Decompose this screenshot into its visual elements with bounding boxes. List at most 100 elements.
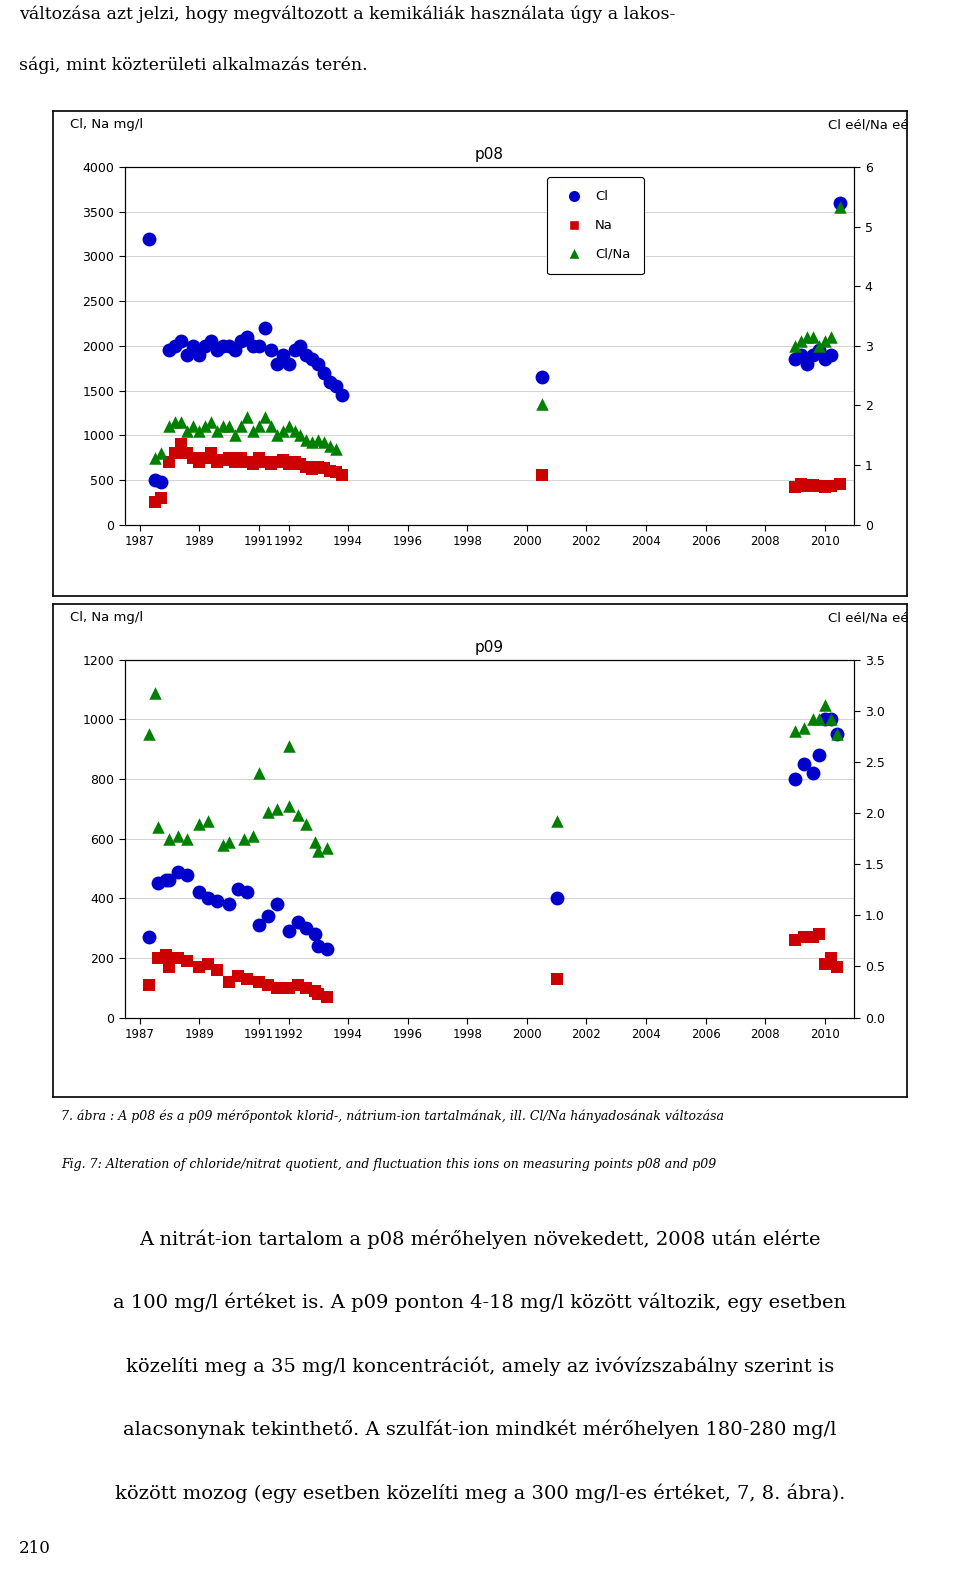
Point [147, 445, 162, 471]
Point [162, 954, 178, 979]
Point [150, 944, 165, 970]
Point [192, 342, 207, 367]
Point [215, 448, 230, 474]
Point [787, 334, 803, 359]
Title: p08: p08 [475, 146, 504, 162]
Point [323, 369, 338, 394]
Title: p09: p09 [475, 639, 504, 655]
Point [239, 967, 254, 992]
Point [293, 334, 308, 359]
Point [174, 409, 189, 434]
Point [252, 760, 267, 785]
Point [263, 452, 278, 477]
Point [192, 811, 207, 836]
Text: Cl eél/Na eé: Cl eél/Na eé [828, 118, 909, 132]
Point [823, 342, 838, 367]
Point [263, 337, 278, 363]
Point [245, 334, 260, 359]
Point [287, 418, 302, 444]
Point [549, 886, 564, 911]
Point [823, 324, 838, 350]
Point [787, 347, 803, 372]
Point [185, 413, 201, 439]
Point [308, 978, 324, 1003]
Point [153, 440, 168, 466]
Point [162, 413, 178, 439]
Point [787, 927, 803, 952]
Point [168, 334, 183, 359]
Text: Cl eél/Na eé: Cl eél/Na eé [828, 611, 909, 625]
Text: sági, mint közterületi alkalmazás terén.: sági, mint közterületi alkalmazás terén. [19, 57, 368, 75]
Point [269, 351, 284, 377]
Point [174, 431, 189, 456]
Point [799, 351, 814, 377]
Point [281, 975, 297, 1000]
Point [192, 418, 207, 444]
Point [299, 975, 314, 1000]
Point [334, 461, 349, 487]
Point [317, 359, 332, 385]
Point [275, 448, 290, 474]
Point [796, 752, 811, 778]
Point [299, 453, 314, 479]
Point [299, 916, 314, 941]
Point [308, 828, 324, 854]
Point [293, 452, 308, 477]
Text: 7. ábra : A p08 és a p09 mérőpontok klorid-, nátrium-ion tartalmának, ill. Cl/Na: 7. ábra : A p08 és a p09 mérőpontok klor… [61, 1110, 725, 1123]
Point [147, 467, 162, 493]
Text: A nitrát-ion tartalom a p08 mérőhelyen növekedett, 2008 után elérte: A nitrát-ion tartalom a p08 mérőhelyen n… [139, 1229, 821, 1250]
Point [222, 892, 237, 917]
Point [299, 342, 314, 367]
Point [260, 903, 276, 929]
Point [141, 924, 156, 949]
Point [180, 418, 195, 444]
Point [222, 970, 237, 995]
Point [290, 801, 305, 827]
Point [805, 324, 821, 350]
Point [236, 827, 252, 852]
Point [263, 413, 278, 439]
Point [162, 450, 178, 475]
Point [534, 391, 549, 417]
Point [334, 382, 349, 407]
Point [799, 324, 814, 350]
Point [549, 967, 564, 992]
Point [311, 933, 326, 959]
Point [180, 862, 195, 887]
Point [320, 937, 335, 962]
Point [328, 374, 344, 399]
Text: a 100 mg/l értéket is. A p09 ponton 4-18 mg/l között változik, egy esetben: a 100 mg/l értéket is. A p09 ponton 4-18… [113, 1293, 847, 1312]
Point [823, 706, 838, 731]
Point [260, 971, 276, 997]
Point [811, 474, 827, 499]
Point [222, 413, 237, 439]
Point [257, 405, 273, 431]
Point [805, 924, 821, 949]
Point [150, 871, 165, 897]
Point [171, 944, 186, 970]
Point [323, 458, 338, 483]
Point [209, 889, 225, 914]
Point [252, 913, 267, 938]
Point [230, 876, 246, 902]
Point [299, 428, 314, 453]
Point [811, 334, 827, 359]
Point [281, 452, 297, 477]
Point [201, 951, 216, 976]
Point [787, 474, 803, 499]
Point [245, 452, 260, 477]
Point [245, 418, 260, 444]
Point [180, 342, 195, 367]
Point [198, 413, 213, 439]
Point [817, 329, 832, 355]
Text: Cl, Na mg/l: Cl, Na mg/l [70, 118, 143, 132]
Point [269, 797, 284, 822]
Point [817, 951, 832, 976]
Point [209, 418, 225, 444]
Point [281, 351, 297, 377]
Point [817, 474, 832, 499]
Point [162, 337, 178, 363]
Point [793, 329, 808, 355]
Point [311, 981, 326, 1006]
Text: 210: 210 [19, 1539, 51, 1557]
